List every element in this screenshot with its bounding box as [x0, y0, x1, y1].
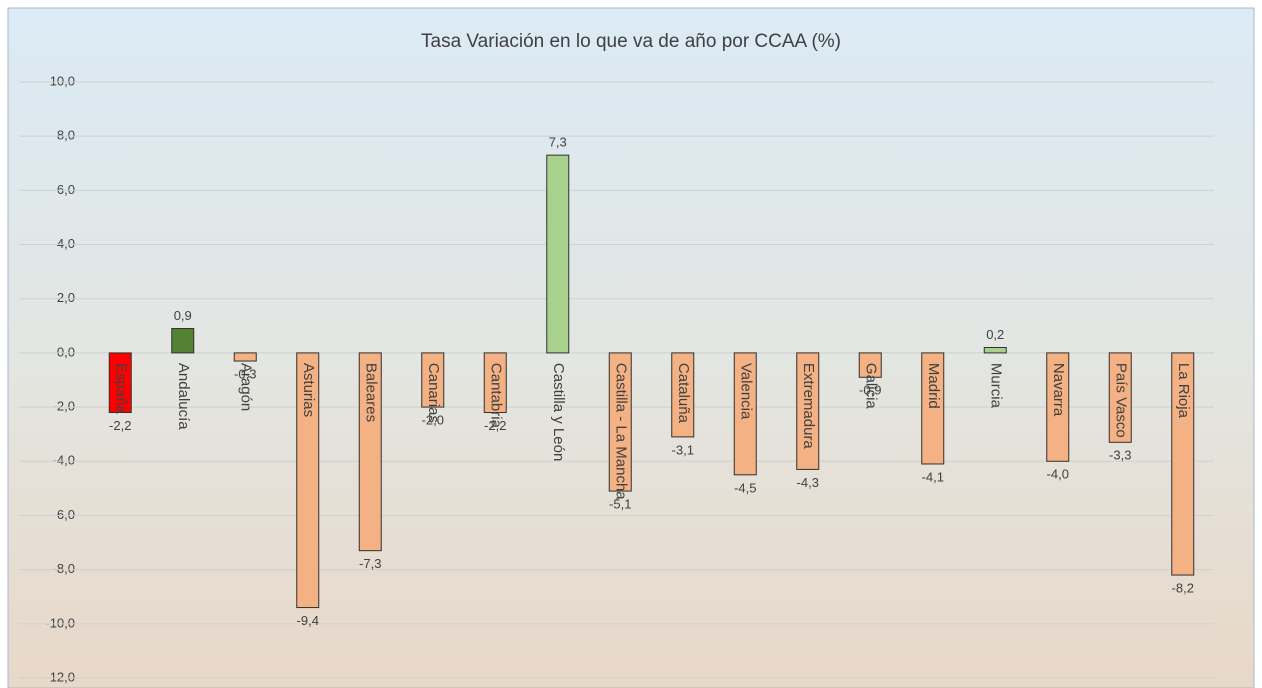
data-label: -4,0 [1047, 467, 1069, 482]
x-tick-label: Navarra [1050, 363, 1067, 417]
data-label: -0,3 [234, 366, 256, 381]
y-tick-label: -6,0 [53, 507, 75, 522]
data-label: -3,3 [1109, 448, 1131, 463]
data-label: -2,0 [422, 413, 444, 428]
x-tick-label: Murcia [987, 363, 1004, 409]
x-tick-label: Madrid [925, 363, 942, 409]
bar [921, 352, 945, 465]
y-tick-label: -2,0 [53, 399, 75, 414]
x-tick-label: Asturias [300, 363, 317, 417]
bar [296, 352, 320, 609]
x-tick-label: Galicia [862, 363, 879, 410]
y-tick-label: -10,0 [45, 615, 75, 630]
bar [546, 154, 570, 354]
y-tick-label: 6,0 [57, 182, 75, 197]
x-tick-label: Cantabria [487, 363, 504, 429]
bar [1171, 352, 1195, 576]
bar [483, 352, 507, 414]
bar [1046, 352, 1070, 462]
bar [983, 346, 1007, 354]
data-label: -2,2 [484, 418, 506, 433]
bar [671, 352, 695, 438]
data-label: -4,1 [922, 469, 944, 484]
x-tick-label: Castilla - La Mancha [612, 363, 629, 500]
x-tick-label: Valencia [737, 363, 754, 420]
x-tick-label: Castilla y León [550, 363, 567, 461]
data-label: -4,3 [797, 475, 819, 490]
y-tick-label: 0,0 [57, 344, 75, 359]
x-tick-label: La Rioja [1175, 363, 1192, 419]
data-label: -8,2 [1172, 580, 1194, 595]
bar [1108, 352, 1132, 443]
y-tick-label: 2,0 [57, 290, 75, 305]
x-tick-label: Cataluña [675, 363, 692, 424]
y-tick-label: -8,0 [53, 561, 75, 576]
data-label: -3,1 [672, 442, 694, 457]
data-label: -9,4 [297, 613, 319, 628]
bar [858, 352, 882, 378]
x-tick-label: Andalucía [175, 363, 192, 430]
bar [608, 352, 632, 492]
bar [358, 352, 382, 552]
data-label: -2,2 [109, 418, 131, 433]
y-tick-label: 10,0 [50, 73, 75, 88]
data-label: 7,3 [549, 135, 567, 150]
background [7, 7, 1255, 688]
x-tick-label: Extremadura [800, 363, 817, 450]
y-tick-label: -12,0 [45, 669, 75, 684]
x-tick-label: Canarias [425, 363, 442, 423]
x-tick-label: País Vasco [1112, 363, 1129, 438]
data-label: -4,5 [734, 480, 756, 495]
y-tick-label: 8,0 [57, 128, 75, 143]
data-label: -7,3 [359, 556, 381, 571]
bar [233, 352, 257, 362]
data-label: -0,9 [859, 383, 881, 398]
bar [108, 352, 132, 414]
x-tick-label: Aragón [237, 363, 254, 411]
x-tick-label: España [112, 363, 129, 415]
data-label: 0,9 [174, 308, 192, 323]
x-tick-label: Baleares [362, 363, 379, 422]
bar [796, 352, 820, 470]
chart-title: Tasa Variación en lo que va de año por C… [421, 31, 841, 52]
bar [733, 352, 757, 476]
y-tick-label: -4,0 [53, 453, 75, 468]
data-label: -5,1 [609, 497, 631, 512]
y-tick-label: 4,0 [57, 236, 75, 251]
bar [421, 352, 445, 408]
data-label: 0,2 [986, 327, 1004, 342]
bar [171, 328, 195, 354]
